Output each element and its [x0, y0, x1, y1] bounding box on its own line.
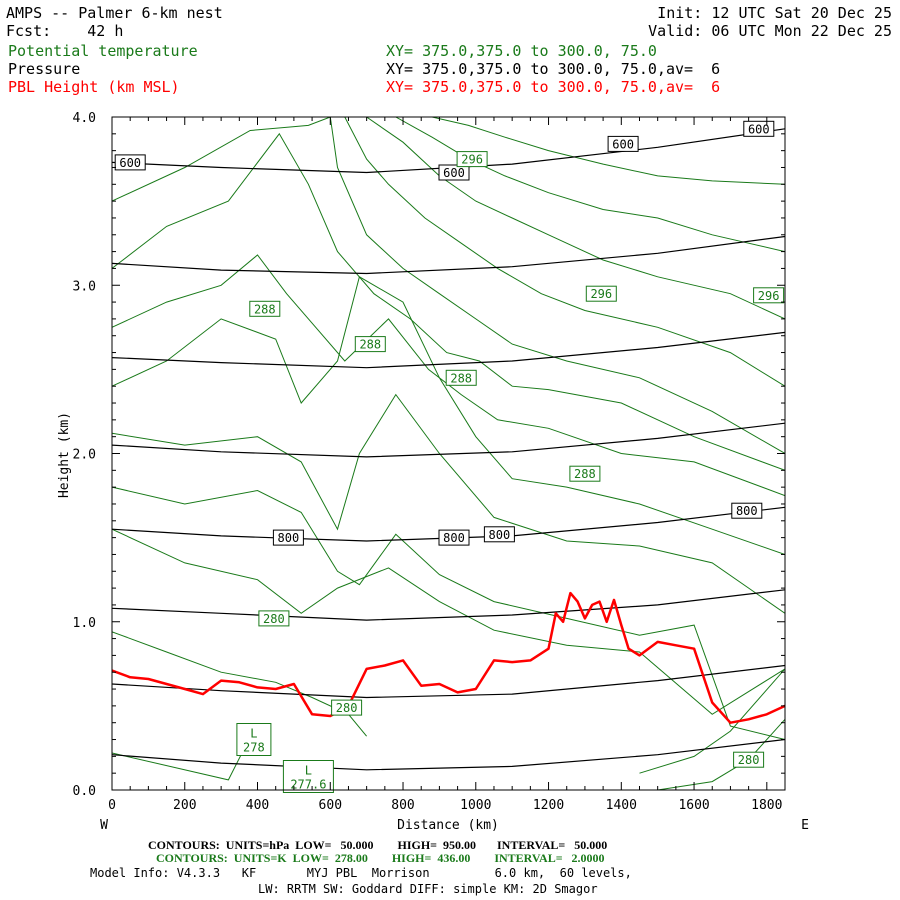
pressure-label-4: 800 [278, 531, 300, 545]
pressure-label-7-box [731, 502, 763, 519]
x-tick-label-6: 1200 [533, 798, 564, 813]
x-tick-label-3: 600 [319, 798, 342, 813]
low-marker-value-1: 277.6 [290, 778, 326, 792]
x-right-label: E [801, 818, 809, 833]
pressure-contour-750-4 [112, 422, 785, 458]
theta-label-1: 296 [590, 287, 612, 301]
pressure-label-6: 800 [489, 528, 511, 542]
footer-pressure-contours: CONTOURS: UNITS=hPa LOW= 50.000 HIGH= 95… [148, 838, 608, 852]
pressure-label-1: 600 [443, 166, 465, 180]
pbl-height-line [112, 591, 785, 724]
theta-contour-300-10 [395, 117, 785, 253]
theta-label-0: 296 [461, 153, 483, 167]
theta-label-5: 288 [450, 371, 472, 385]
pressure-contour-900-1 [112, 664, 785, 699]
pressure-label-2: 600 [612, 137, 634, 151]
theta-label-9: 280 [738, 753, 760, 767]
pressure-label-7: 800 [736, 504, 758, 518]
x-left-label: W [100, 818, 108, 833]
pressure-label-3-box [743, 120, 775, 137]
pressure-label-0-box [114, 154, 146, 171]
x-tick-label-1: 200 [173, 798, 196, 813]
x-tick-label-5: 1000 [460, 798, 491, 813]
pressure-contour-650-6 [112, 235, 785, 275]
theta-contour-284-2 [112, 486, 785, 740]
field-xy-theta: XY= 375.0,375.0 to 300.0, 75.0 [386, 42, 657, 60]
field-name-theta: Potential temperature [8, 42, 198, 60]
theta-contour-280-0 [112, 631, 367, 737]
theta-contour-282-1 [112, 528, 785, 715]
theta-contour-290-5 [112, 254, 785, 497]
theta-label-0-box [456, 151, 488, 168]
theta-label-6: 288 [574, 467, 596, 481]
x-tick-label-9: 1800 [751, 798, 782, 813]
theta-label-2-box [753, 287, 785, 304]
y-tick-label-4: 4.0 [73, 111, 96, 126]
field-xy-pbl: XY= 375.0,375.0 to 300.0, 75.0,av= 6 [386, 78, 721, 96]
theta-label-6-box [569, 465, 601, 482]
pressure-label-1-box [438, 164, 470, 181]
theta-label-8-box [331, 699, 363, 716]
footer-model-info: Model Info: V4.3.3 KF MYJ PBL Morrison 6… [90, 866, 632, 880]
pressure-label-6-box [483, 526, 515, 543]
pressure-label-0: 600 [119, 156, 141, 170]
theta-label-8: 280 [336, 701, 358, 715]
y-axis-label: Height (km) [57, 412, 72, 498]
pressure-label-3: 600 [748, 122, 770, 136]
valid-time: Valid: 06 UTC Mon 22 Dec 25 [648, 22, 892, 40]
theta-contour-288-4 [112, 276, 785, 555]
low-marker-box-0 [236, 723, 272, 756]
init-time: Init: 12 UTC Sat 20 Dec 25 [657, 4, 892, 22]
pressure-label-5-box [438, 529, 470, 546]
y-tick-label-3: 3.0 [73, 279, 96, 294]
cross-section-chart: 600 600 600 600 800 800 800 800 296 296 296 288 288 2… [57, 111, 809, 833]
low-marker-value-0: 278 [243, 741, 265, 755]
model-title: AMPS -- Palmer 6-km nest [6, 4, 223, 22]
x-axis-label: Distance (km) [397, 818, 499, 833]
field-name-pbl: PBL Height (km MSL) [8, 78, 180, 96]
low-marker-letter-1: L [305, 764, 312, 778]
pressure-contour-850-2 [112, 589, 785, 621]
low-marker-box-1 [282, 760, 334, 793]
y-tick-label-1: 1.0 [73, 616, 96, 631]
theta-label-1-box [585, 285, 617, 302]
x-tick-label-8: 1600 [678, 798, 709, 813]
field-xy-pressure: XY= 375.0,375.0 to 300.0, 75.0,av= 6 [386, 60, 721, 78]
theta-contour-286-3 [112, 393, 785, 614]
footer-model-info-2: LW: RRTM SW: Goddard DIFF: simple KM: 2D… [258, 882, 598, 896]
y-tick-label-0: 0.0 [73, 784, 96, 799]
low-marker-letter-0: L [250, 727, 257, 741]
theta-contour-298-9 [366, 117, 785, 320]
theta-contour-294-7 [112, 117, 785, 454]
theta-contour-280-13 [657, 718, 785, 790]
pressure-contour-850-0 [112, 738, 785, 771]
x-tick-label-4: 800 [391, 798, 414, 813]
forecast-hour: Fcst: 42 h [6, 22, 124, 40]
footer-theta-contours: CONTOURS: UNITS=K LOW= 278.00 HIGH= 436.… [156, 851, 605, 865]
theta-label-2: 296 [758, 289, 780, 303]
pressure-label-4-box [272, 529, 304, 546]
theta-label-4-box [354, 336, 386, 353]
pressure-label-2-box [607, 135, 639, 152]
x-tick-label-7: 1400 [606, 798, 637, 813]
theta-contour-296-8 [344, 117, 785, 387]
theta-label-7-box [258, 610, 290, 627]
theta-label-7: 280 [263, 612, 285, 626]
theta-contour-292-6 [112, 132, 785, 471]
theta-label-4: 288 [359, 338, 381, 352]
theta-label-3: 288 [254, 302, 276, 316]
theta-label-5-box [445, 369, 477, 386]
theta-label-9-box [733, 751, 765, 768]
theta-label-3-box [249, 300, 281, 317]
field-name-pressure: Pressure [8, 60, 81, 78]
pressure-contour-700-5 [112, 331, 785, 369]
y-tick-label-2: 2.0 [73, 448, 96, 463]
x-tick-label-2: 400 [246, 798, 269, 813]
theta-contour-280-14 [639, 668, 785, 774]
x-tick-label-0: 0 [108, 798, 116, 813]
pressure-label-5: 800 [443, 531, 465, 545]
